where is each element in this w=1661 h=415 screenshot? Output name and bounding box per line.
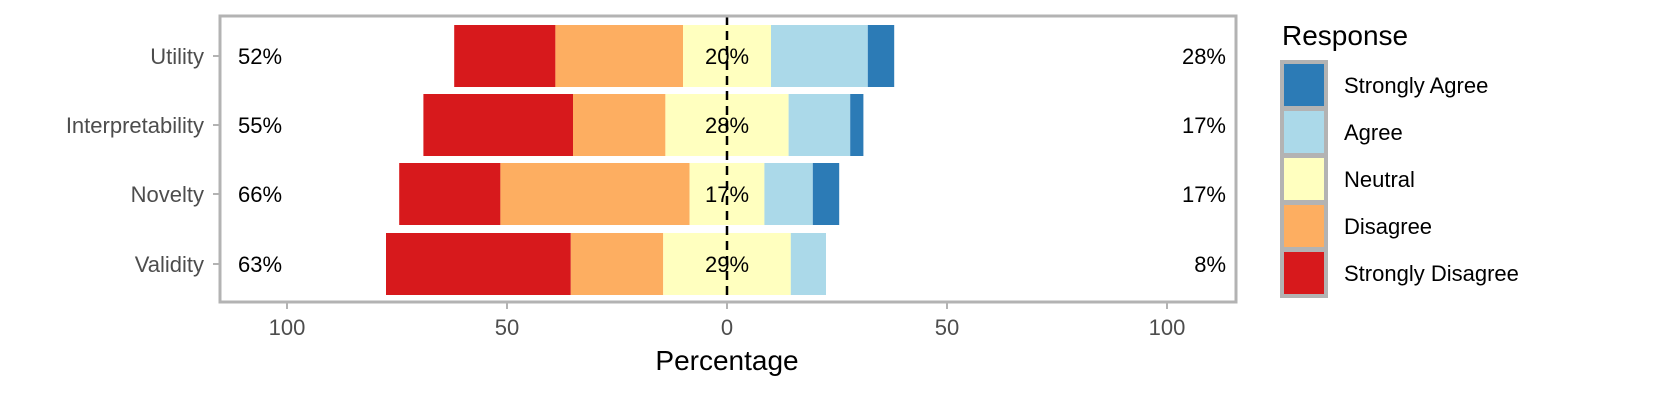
x-tick-label: 0 [721,315,733,340]
legend: Response Strongly Agree Agree Neutral Disag… [1280,20,1519,298]
x-tick-label: 100 [1149,315,1186,340]
x-axis-ticks: 100 50 0 50 100 [269,302,1186,340]
bars [386,25,894,295]
x-axis-title: Percentage [655,345,798,376]
legend-items: Strongly Agree Agree Neutral Disagree Strong… [1280,60,1519,298]
bar-validity-strongly-disagree [386,233,571,295]
legend-label-neutral: Neutral [1344,167,1415,192]
legend-swatch-agree [1284,111,1324,153]
left-percent-label: 66% [238,182,282,207]
legend-swatch-strongly-disagree [1284,252,1324,294]
right-percent-label: 28% [1182,44,1226,69]
x-tick-label: 50 [495,315,519,340]
bar-interpretability-agree [789,94,851,156]
bar-utility-disagree [555,25,683,87]
category-label: Interpretability [66,113,204,138]
center-percent-label: 28% [705,113,749,138]
category-label: Validity [135,252,204,277]
left-percent-label: 52% [238,44,282,69]
right-percent-label: 17% [1182,113,1226,138]
bar-validity-disagree [571,233,663,295]
left-percent-label: 63% [238,252,282,277]
legend-title: Response [1282,20,1408,51]
center-percent-label: 29% [705,252,749,277]
legend-swatch-disagree [1284,205,1324,247]
legend-label-disagree: Disagree [1344,214,1432,239]
category-labels: Utility Interpretability Novelty Validity [66,44,220,277]
bar-novelty-disagree [500,163,689,225]
legend-swatch-neutral [1284,158,1324,200]
right-percent-label: 8% [1194,252,1226,277]
x-tick-label: 50 [935,315,959,340]
legend-swatch-strongly-agree [1284,64,1324,106]
category-label: Novelty [131,182,204,207]
bar-utility-strongly-disagree [454,25,555,87]
bar-interpretability-strongly-agree [850,94,863,156]
bar-utility-agree [771,25,868,87]
category-label: Utility [150,44,204,69]
x-tick-label: 100 [269,315,306,340]
bar-validity-agree [791,233,826,295]
left-percent-label: 55% [238,113,282,138]
legend-label-strongly-agree: Strongly Agree [1344,73,1488,98]
center-percent-label: 17% [705,182,749,207]
bar-novelty-strongly-agree [813,163,839,225]
bar-utility-strongly-agree [868,25,894,87]
legend-label-agree: Agree [1344,120,1403,145]
legend-label-strongly-disagree: Strongly Disagree [1344,261,1519,286]
right-percent-label: 17% [1182,182,1226,207]
bar-interpretability-strongly-disagree [423,94,573,156]
bar-interpretability-disagree [573,94,665,156]
bar-novelty-agree [764,163,812,225]
bar-novelty-strongly-disagree [399,163,500,225]
center-percent-label: 20% [705,44,749,69]
